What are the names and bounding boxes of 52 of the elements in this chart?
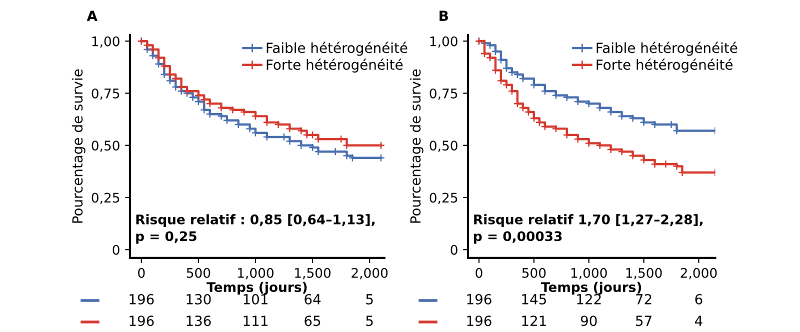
y-axis-title: Pourcentage de survie — [72, 69, 86, 223]
y-tick-label: 1,00 — [430, 36, 458, 48]
annotation: Risque relatif : 0,85 [0,64–1,13], p = 0,25 — [136, 214, 374, 244]
x-tick-label: 0 — [476, 268, 482, 278]
text: 196 — [467, 316, 492, 326]
text: 130 — [186, 294, 211, 304]
legend-label: Forte hétérogénéité — [596, 58, 733, 73]
chart-title: B — [440, 10, 448, 21]
x-tick-label: 2,000 — [680, 268, 717, 280]
y-tick-label: 0,50 — [92, 140, 120, 152]
y-tick-label: 0,25 — [92, 192, 120, 204]
text: 65 — [304, 316, 320, 326]
x-axis-title: Temps (jours) — [541, 282, 642, 295]
text: 121 — [522, 316, 546, 326]
y-tick-label: 0,75 — [92, 88, 120, 100]
text: 57 — [636, 316, 652, 326]
y-tick-label: 0 — [450, 244, 458, 255]
text: 5 — [366, 294, 373, 304]
x-tick-label: 1,500 — [295, 268, 331, 280]
x-tick-label: 500 — [522, 268, 546, 278]
text: 196 — [467, 294, 492, 304]
y-tick-label: 1,00 — [92, 36, 120, 48]
y-tick-label: 0,25 — [430, 192, 458, 204]
text: 90 — [580, 316, 597, 326]
text: 5 — [366, 316, 373, 326]
y-tick-label: 0 — [112, 244, 120, 255]
text: 72 — [636, 294, 652, 304]
text: 101 — [244, 294, 268, 304]
y-axis-title: Pourcentage de survie — [410, 69, 424, 223]
x-tick-label: 1,000 — [238, 268, 274, 280]
legend-label: Forte hétérogénéité — [266, 58, 403, 73]
y-tick-label: 0,50 — [430, 140, 458, 152]
chart-title: A — [86, 10, 98, 21]
text: 196 — [130, 316, 154, 326]
x-tick-label: 2,000 — [352, 268, 388, 280]
text: 111 — [244, 316, 268, 326]
text: 136 — [186, 316, 211, 326]
text: 6 — [695, 294, 702, 304]
x-tick-label: 1,500 — [626, 268, 662, 280]
text: 196 — [130, 294, 154, 304]
x-tick-label: 0 — [138, 268, 145, 278]
text: 145 — [522, 294, 546, 304]
text: 122 — [577, 294, 601, 304]
x-axis-title: Temps (jours) — [206, 282, 307, 295]
text: 64 — [304, 294, 321, 304]
text: 4 — [694, 316, 702, 326]
x-tick-label: 1,000 — [571, 268, 607, 280]
x-tick-label: 500 — [186, 268, 210, 278]
legend-label: Faible hétérogénéité — [266, 42, 408, 56]
legend-label: Faible hétérogénéité — [596, 42, 738, 56]
y-tick-label: 0,75 — [430, 88, 458, 100]
annotation: Risque relatif 1,70 [1,27–2,28], p = 0,00033 — [474, 214, 702, 244]
